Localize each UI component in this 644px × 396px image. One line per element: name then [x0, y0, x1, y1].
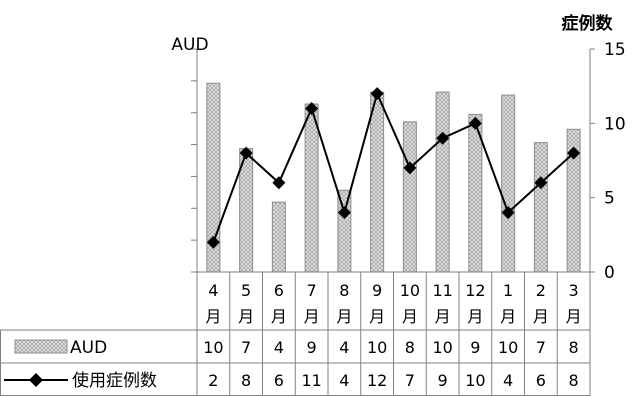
- aud-table-value: 7: [241, 338, 251, 357]
- aud-bar: [435, 91, 450, 273]
- right-axis-tick-label: 15: [604, 40, 626, 60]
- x-tick-label: 月: [304, 307, 320, 326]
- case-table-value: 12: [367, 371, 387, 390]
- aud-table-value: 9: [470, 338, 480, 357]
- aud-table-value: 8: [405, 338, 415, 357]
- case-table-value: 6: [536, 371, 546, 390]
- aud-bar: [402, 121, 417, 273]
- aud-bar: [271, 201, 286, 273]
- aud-table-value: 8: [569, 338, 579, 357]
- case-table-value: 7: [405, 371, 415, 390]
- aud-bar: [533, 142, 548, 273]
- case-table-value: 2: [208, 371, 218, 390]
- case-count-marker: [370, 87, 384, 101]
- case-table-value: 8: [241, 371, 251, 390]
- aud-table-value: 10: [367, 338, 387, 357]
- case-table-value: 6: [274, 371, 284, 390]
- case-legend-marker: [29, 373, 43, 387]
- case-count-line: [212, 90, 575, 243]
- case-table-value: 10: [465, 371, 485, 390]
- aud-table-value: 4: [339, 338, 349, 357]
- aud-bar: [337, 189, 352, 273]
- case-table-value: 4: [339, 371, 349, 390]
- aud-bar: [501, 94, 516, 273]
- x-tick-label: 月: [533, 307, 549, 326]
- x-tick-label: 月: [336, 307, 352, 326]
- right-axis-tick-label: 0: [604, 263, 615, 283]
- right-axis-title: 症例数: [562, 13, 614, 34]
- case-table-value: 9: [438, 371, 448, 390]
- case-count-marker: [272, 176, 286, 190]
- case-count-marker: [567, 146, 581, 160]
- x-tick-label: 4: [208, 281, 218, 300]
- x-tick-label: 2: [536, 281, 546, 300]
- right-axis-tick-label: 10: [604, 114, 626, 134]
- x-tick-label: 月: [435, 307, 451, 326]
- aud-bar: [304, 103, 319, 273]
- aud-legend-label: AUD: [70, 338, 107, 358]
- case-table-value: 11: [301, 371, 321, 390]
- case-count-marker: [501, 206, 515, 220]
- left-axis-title: AUD: [171, 35, 208, 55]
- aud-table-value: 4: [274, 338, 284, 357]
- aud-bars: [206, 82, 581, 273]
- case-count-marker: [239, 146, 253, 160]
- aud-table-value: 9: [307, 338, 317, 357]
- case-count-marker: [436, 131, 450, 145]
- x-tick-label: 月: [467, 307, 483, 326]
- x-tick-label: 1: [503, 281, 513, 300]
- x-tick-label: 月: [238, 307, 254, 326]
- case-count-marker: [534, 176, 548, 190]
- x-tick-label: 月: [205, 307, 221, 326]
- x-tick-label: 5: [241, 281, 251, 300]
- aud-table-value: 10: [432, 338, 452, 357]
- x-tick-label: 8: [339, 281, 349, 300]
- aud-bar: [370, 91, 385, 273]
- x-tick-label: 12: [465, 281, 485, 300]
- x-tick-label: 11: [432, 281, 452, 300]
- x-tick-label: 月: [369, 307, 385, 326]
- x-tick-label: 月: [566, 307, 582, 326]
- case-table-value: 4: [503, 371, 513, 390]
- case-count-marker: [305, 101, 319, 115]
- x-tick-label: 月: [402, 307, 418, 326]
- aud-legend-key: [14, 339, 68, 354]
- x-tick-label: 9: [372, 281, 382, 300]
- x-tick-label: 月: [271, 307, 287, 326]
- x-tick-label: 6: [274, 281, 284, 300]
- aud-table-value: 10: [203, 338, 223, 357]
- aud-table-value: 7: [536, 338, 546, 357]
- x-tick-label: 月: [500, 307, 516, 326]
- case-count-marker: [206, 235, 220, 249]
- right-axis-tick-label: 5: [604, 189, 615, 209]
- case-line: [206, 87, 581, 249]
- x-tick-label: 3: [569, 281, 579, 300]
- case-table-value: 8: [569, 371, 579, 390]
- aud-table-value: 10: [498, 338, 518, 357]
- x-tick-label: 7: [307, 281, 317, 300]
- case-count-marker: [468, 116, 482, 130]
- case-count-marker: [337, 206, 351, 220]
- case-legend-label: 使用症例数: [72, 370, 157, 391]
- case-count-marker: [403, 161, 417, 175]
- x-tick-label: 10: [400, 281, 420, 300]
